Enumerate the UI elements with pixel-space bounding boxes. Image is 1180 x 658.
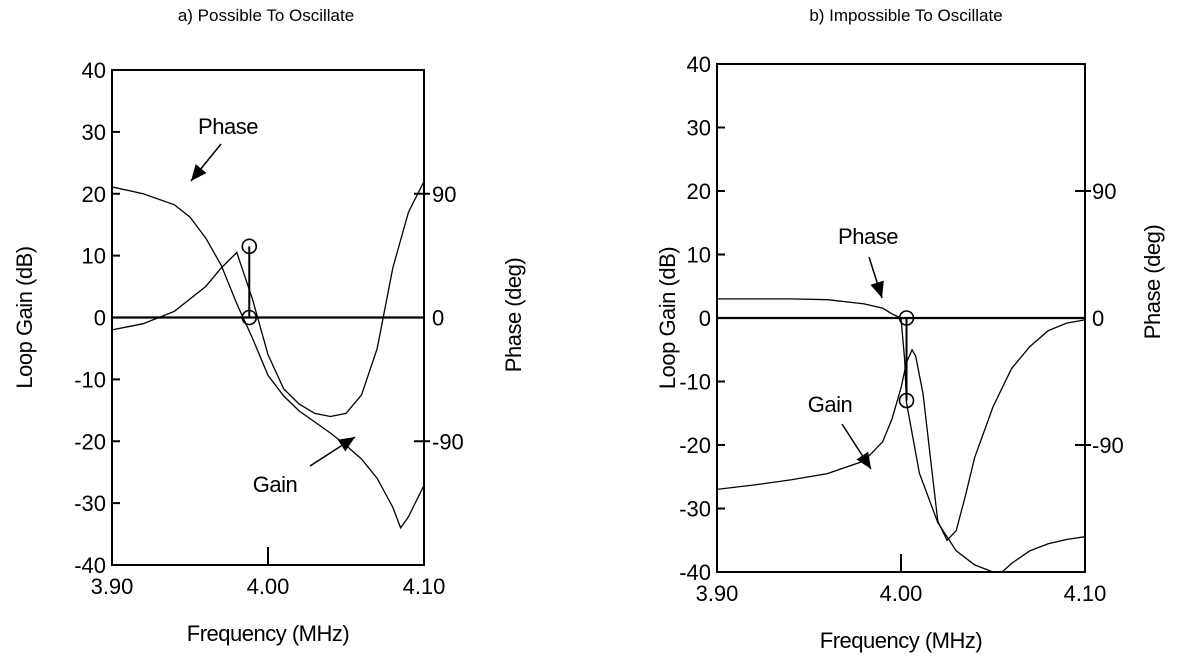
annotation-arrow-head bbox=[337, 437, 355, 452]
chart-title: b) Impossible To Oscillate bbox=[809, 6, 1002, 25]
y-tick-label: -40 bbox=[74, 553, 106, 578]
annotation-label: Phase bbox=[198, 114, 258, 139]
crossing-marker bbox=[898, 310, 915, 326]
x-tick-label: 3.90 bbox=[696, 581, 739, 606]
series-phase-line bbox=[717, 298, 1003, 572]
annotation-arrow-head bbox=[870, 280, 884, 298]
y-tick-label: -20 bbox=[74, 429, 106, 454]
y-axis-label: Loop Gain (dB) bbox=[655, 247, 680, 389]
crossing-marker bbox=[241, 309, 258, 326]
y-tick-label: 30 bbox=[687, 116, 711, 141]
x-tick-label: 4.10 bbox=[1064, 581, 1107, 606]
y2-tick-label: -90 bbox=[1092, 433, 1124, 458]
y2-tick-label: -90 bbox=[432, 429, 464, 454]
x-tick-label: 4.10 bbox=[403, 574, 446, 599]
series-line bbox=[1001, 536, 1085, 572]
y-tick-label: 0 bbox=[699, 306, 711, 331]
series-gain-line bbox=[717, 319, 1085, 542]
y2-tick-label: 0 bbox=[432, 306, 444, 331]
crossing-marker bbox=[898, 392, 915, 409]
y-tick-label: -30 bbox=[679, 497, 711, 522]
y2-tick-label: 90 bbox=[1092, 179, 1116, 204]
y-tick-label: 0 bbox=[94, 306, 106, 331]
annotation-label: Phase bbox=[838, 224, 898, 249]
y-tick-label: -40 bbox=[679, 560, 711, 585]
y-tick-label: -10 bbox=[74, 367, 106, 392]
annotation-label: Gain bbox=[808, 392, 852, 417]
annotation-label: Gain bbox=[253, 472, 297, 497]
y-tick-label: -30 bbox=[74, 491, 106, 516]
y-tick-label: 40 bbox=[687, 52, 711, 77]
x-tick-label: 3.90 bbox=[91, 574, 134, 599]
crossing-marker bbox=[241, 238, 258, 255]
series-phase-line bbox=[112, 186, 424, 530]
x-axis-label: Frequency (MHz) bbox=[187, 621, 349, 646]
y-tick-label: 20 bbox=[82, 182, 106, 207]
chart-title: a) Possible To Oscillate bbox=[178, 6, 354, 25]
y-tick-label: 10 bbox=[687, 243, 711, 268]
y-tick-label: -10 bbox=[679, 370, 711, 395]
x-tick-label: 4.00 bbox=[880, 581, 923, 606]
x-tick-label: 4.00 bbox=[247, 574, 290, 599]
y-axis-label: Loop Gain (dB) bbox=[12, 246, 37, 388]
x-axis-label: Frequency (MHz) bbox=[820, 628, 982, 653]
y-tick-label: 30 bbox=[82, 120, 106, 145]
y2-tick-label: 90 bbox=[432, 182, 456, 207]
y-tick-label: 10 bbox=[82, 244, 106, 269]
y-tick-label: 40 bbox=[82, 58, 106, 83]
annotation-arrow-head bbox=[856, 451, 871, 469]
annotation-arrow-head bbox=[191, 164, 207, 181]
series-gain-line bbox=[112, 181, 424, 418]
y2-axis-label: Phase (deg) bbox=[1140, 225, 1165, 339]
y-tick-label: -20 bbox=[679, 433, 711, 458]
y2-axis-label: Phase (deg) bbox=[501, 258, 526, 372]
y2-tick-label: 0 bbox=[1092, 306, 1104, 331]
y-tick-label: 20 bbox=[687, 179, 711, 204]
